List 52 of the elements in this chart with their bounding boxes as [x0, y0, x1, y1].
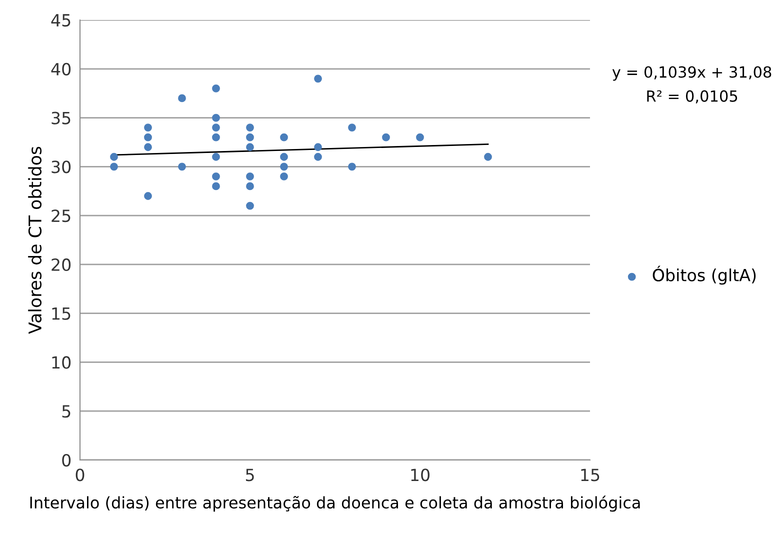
x-tick-label: 5 — [246, 468, 254, 482]
point — [280, 133, 288, 142]
point — [348, 162, 356, 171]
point — [246, 143, 254, 152]
point — [314, 143, 322, 152]
legend-label: Óbitos (gltA) — [652, 266, 756, 285]
y-tick-label: 25 — [52, 210, 70, 222]
point — [416, 133, 424, 142]
point — [314, 152, 322, 161]
y-tick-label: 35 — [52, 112, 70, 124]
point — [110, 152, 118, 161]
y-tick-label: 40 — [51, 62, 71, 76]
y-tick-label: 30 — [52, 160, 71, 174]
point — [144, 192, 152, 200]
point — [110, 162, 118, 171]
point — [246, 172, 254, 180]
point — [178, 162, 186, 171]
x-axis-title: Intervalo (dias) entre apresentação da doenca e coleta da amostra biológica — [30, 496, 640, 512]
y-tick-label: 5 — [62, 405, 70, 418]
text: R² = 0,0105 — [647, 90, 738, 104]
y-tick-label: 0 — [62, 454, 71, 467]
point — [212, 172, 220, 180]
y-tick-label: 45 — [51, 14, 70, 27]
point — [212, 84, 220, 92]
point — [212, 182, 220, 190]
point — [314, 74, 322, 83]
text: y = 0,1039x + 31,08 — [612, 66, 772, 81]
point — [144, 133, 152, 142]
x-tick-label: 15 — [581, 468, 600, 482]
y-axis-title: Valores de CT obtidos — [28, 146, 42, 334]
point — [382, 133, 390, 142]
point — [280, 152, 288, 161]
point — [178, 94, 186, 102]
point — [280, 172, 288, 180]
point — [212, 124, 220, 132]
point — [212, 114, 220, 122]
point — [144, 143, 152, 152]
point — [484, 152, 492, 161]
point — [246, 124, 254, 132]
point — [246, 202, 254, 210]
x-tick-label: 10 — [411, 468, 430, 482]
point — [246, 133, 254, 142]
x-tick-label: 0 — [76, 468, 84, 482]
point — [144, 124, 152, 132]
point — [212, 133, 220, 142]
point — [348, 124, 356, 132]
y-tick-label: 10 — [52, 356, 71, 369]
point — [246, 182, 254, 190]
y-tick-label: 20 — [52, 258, 71, 272]
y-tick-label: 15 — [52, 308, 70, 320]
point — [212, 152, 220, 161]
point — [280, 162, 288, 171]
